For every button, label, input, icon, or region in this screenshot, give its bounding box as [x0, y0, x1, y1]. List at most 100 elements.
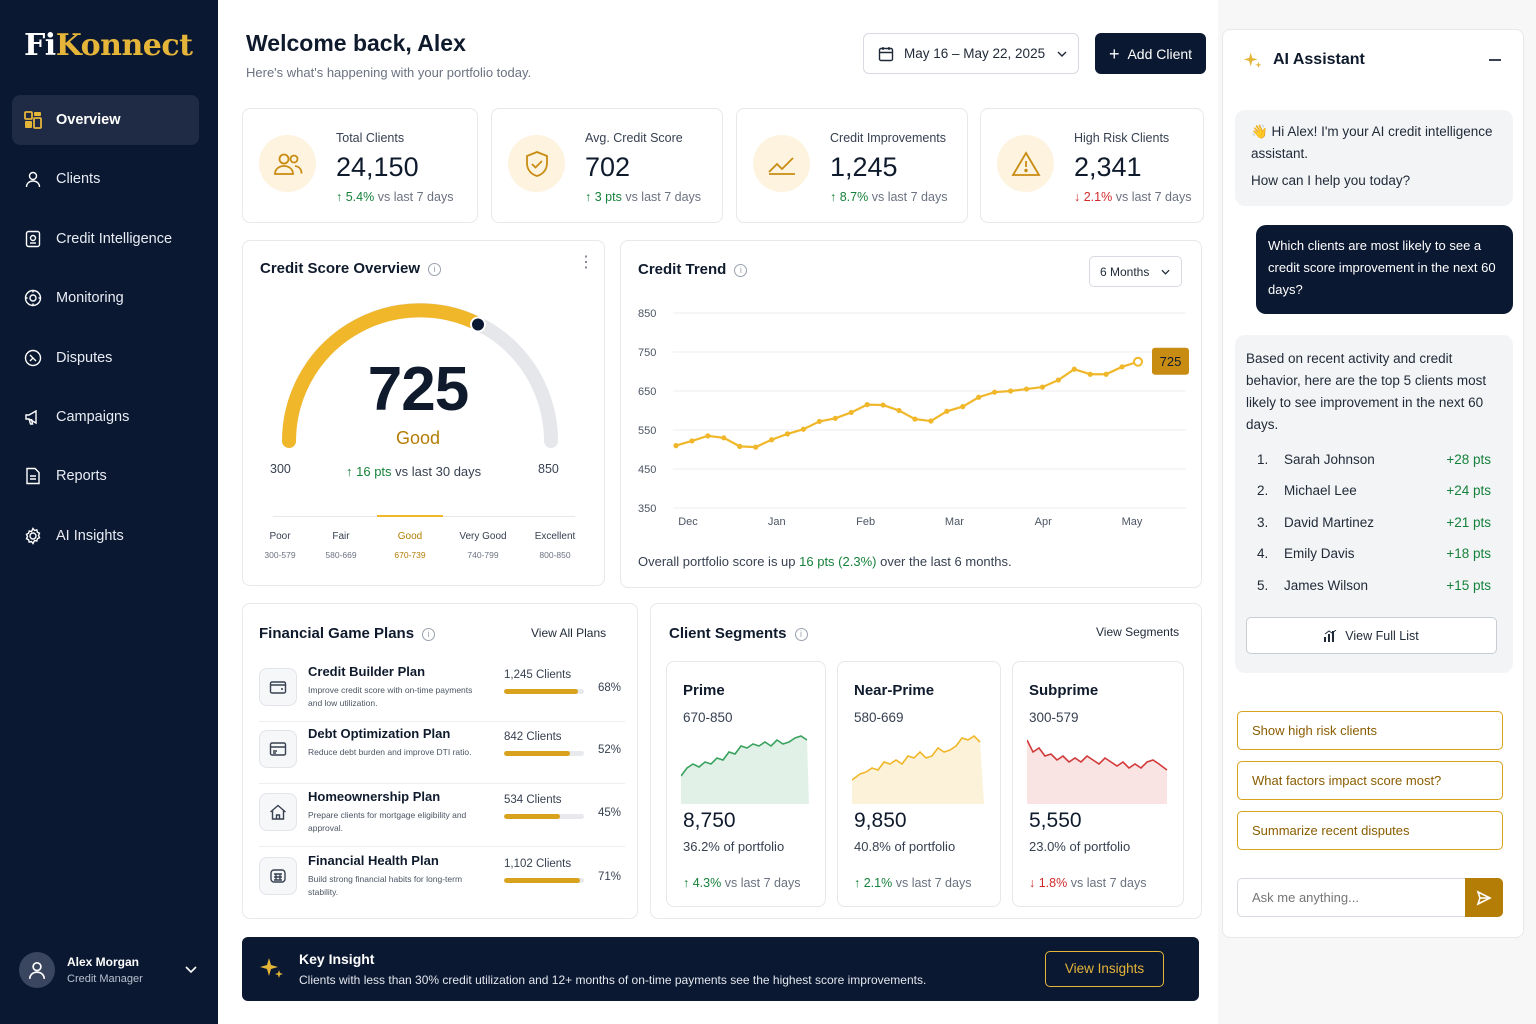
view-insights-button[interactable]: View Insights: [1045, 951, 1164, 987]
minimize-icon[interactable]: [1489, 59, 1501, 61]
data-point: [864, 402, 870, 408]
band-range: 300-579: [264, 550, 296, 560]
plan-name: Financial Health Plan: [308, 853, 439, 868]
sidebar-item-label: Disputes: [56, 349, 113, 366]
kpi-card-high-risk-clients[interactable]: High Risk Clients 2,341 ↓ 2.1% vs last 7…: [980, 108, 1204, 223]
chevron-down-icon[interactable]: [185, 961, 197, 979]
info-icon[interactable]: i: [734, 263, 748, 277]
kpi-card-total-clients[interactable]: Total Clients 24,150 ↑ 5.4% vs last 7 da…: [242, 108, 478, 223]
user-profile[interactable]: Alex Morgan Credit Manager: [19, 950, 199, 990]
view-full-list-button[interactable]: View Full List: [1246, 617, 1497, 654]
logo[interactable]: FiKonnect: [24, 28, 193, 63]
segment-card-near-prime[interactable]: Near-Prime 580-669 9,850 40.8% of portfo…: [837, 661, 1001, 907]
period-select[interactable]: 6 Months: [1089, 256, 1182, 287]
data-point: [1055, 377, 1061, 383]
plan-row[interactable]: Credit Builder Plan Improve credit score…: [259, 664, 625, 722]
rank: 5.: [1257, 578, 1269, 593]
segment-sparkline: [1027, 739, 1168, 804]
info-icon[interactable]: i: [428, 262, 442, 276]
client-points: +24 pts: [1446, 483, 1491, 498]
plan-name: Credit Builder Plan: [308, 664, 426, 679]
data-point: [800, 426, 807, 432]
data-point: [912, 416, 918, 422]
user-message: Which clients are most likely to see a c…: [1256, 225, 1513, 314]
segment-name: Near-Prime: [854, 682, 935, 699]
client-name: Emily Davis: [1284, 546, 1355, 561]
user-icon: [25, 172, 41, 188]
kpi-card-avg-credit-score[interactable]: Avg. Credit Score 702 ↑ 3 pts vs last 7 …: [491, 108, 723, 223]
x-tick-label: Mar: [945, 516, 964, 528]
sidebar-item-label: Clients: [56, 171, 101, 188]
band-range: 740-799: [467, 550, 499, 560]
plan-row[interactable]: Homeownership Plan Prepare clients for m…: [259, 789, 625, 847]
y-tick-label: 750: [638, 347, 656, 359]
suggestion-chip[interactable]: What factors impact score most?: [1237, 761, 1503, 800]
card-title: Credit Trend i: [638, 261, 748, 278]
data-point: [1007, 388, 1014, 394]
sidebar-item-monitoring[interactable]: Monitoring: [12, 273, 199, 323]
sidebar-item-label: Overview: [56, 112, 121, 128]
segment-share: 23.0% of portfolio: [1029, 839, 1131, 854]
assistant-greeting: 👋 Hi Alex! I'm your AI credit intelligen…: [1235, 110, 1513, 206]
plan-row[interactable]: Financial Health Plan Build strong finan…: [259, 853, 625, 911]
plan-row[interactable]: Debt Optimization Plan Reduce debt burde…: [259, 726, 625, 784]
date-range-picker[interactable]: May 16 – May 22, 2025: [863, 33, 1079, 74]
band-range: 800-850: [539, 550, 571, 560]
sparkle-icon: [259, 956, 285, 987]
data-point: [768, 437, 775, 443]
card-title: Financial Game Plans i: [259, 625, 436, 642]
x-tick-label: May: [1122, 516, 1143, 528]
plan-progress-fill: [504, 751, 570, 756]
kpi-card-credit-improvements[interactable]: Credit Improvements 1,245 ↑ 8.7% vs last…: [736, 108, 968, 223]
segment-share: 40.8% of portfolio: [854, 839, 956, 854]
segment-value: 5,550: [1029, 809, 1082, 832]
data-point: [1023, 386, 1030, 392]
arrow-up-icon: ↑: [346, 464, 357, 479]
score-change-value: 16 pts: [356, 464, 392, 479]
data-point: [832, 415, 838, 421]
segment-sparkline: [681, 735, 809, 804]
view-segments-link[interactable]: View Segments: [1096, 625, 1180, 639]
suggestion-chip[interactable]: Show high risk clients: [1237, 711, 1503, 750]
plan-percent: 68%: [598, 682, 622, 694]
sidebar-item-ai-insights[interactable]: AI Insights: [12, 511, 199, 561]
key-insight-text: Clients with less than 30% credit utiliz…: [299, 973, 927, 987]
last-value-label-bg: [1152, 347, 1189, 375]
sidebar-item-overview[interactable]: Overview: [12, 95, 199, 145]
send-button[interactable]: [1465, 878, 1503, 917]
kpi-label: High Risk Clients: [1074, 131, 1170, 145]
score-rating: Good: [395, 428, 441, 448]
score-gauge-marker: [470, 316, 486, 333]
suggestion-chip[interactable]: Summarize recent disputes: [1237, 811, 1503, 850]
credit-score-overview-card: Credit Score Overview i ⋮ 725 Good 300 85…: [242, 240, 605, 586]
score-value: 725: [367, 355, 469, 424]
sidebar-item-clients[interactable]: Clients: [12, 154, 199, 204]
band-name: Excellent: [534, 531, 576, 542]
sidebar-item-campaigns[interactable]: Campaigns: [12, 392, 199, 442]
add-client-button[interactable]: + Add Client: [1095, 33, 1206, 74]
segment-sparkline: [852, 734, 984, 804]
plan-progress-fill: [504, 689, 578, 694]
segment-card-prime[interactable]: Prime 670-850 8,750 36.2% of portfolio ↑…: [666, 661, 826, 907]
answer-text: Based on recent activity and credit beha…: [1246, 351, 1487, 432]
sidebar-item-credit-intelligence[interactable]: Credit Intelligence: [12, 214, 199, 264]
band-name: Poor: [269, 531, 291, 542]
plan-clients: 842 Clients: [504, 731, 562, 743]
more-options-icon[interactable]: ⋮: [578, 254, 594, 271]
info-icon[interactable]: i: [422, 627, 436, 641]
report-icon: [25, 230, 41, 247]
sidebar-item-disputes[interactable]: Disputes: [12, 333, 199, 383]
credit-trend-card: Credit Trend i 6 Months 850 750 650 550 450 35…: [620, 240, 1202, 588]
chat-input[interactable]: [1237, 878, 1467, 917]
data-point: [976, 394, 982, 400]
key-insight-title: Key Insight: [299, 951, 375, 967]
data-point: [705, 433, 711, 439]
arrow-up-icon: ↑: [854, 876, 864, 890]
info-icon[interactable]: i: [794, 627, 808, 641]
sidebar-item-reports[interactable]: Reports: [12, 451, 199, 501]
greeting-question: How can I help you today?: [1251, 173, 1411, 188]
view-all-plans-link[interactable]: View All Plans: [531, 626, 607, 640]
segment-card-subprime[interactable]: Subprime 300-579 5,550 23.0% of portfoli…: [1012, 661, 1184, 907]
data-point: [689, 438, 695, 444]
bank-icon: [259, 857, 297, 895]
